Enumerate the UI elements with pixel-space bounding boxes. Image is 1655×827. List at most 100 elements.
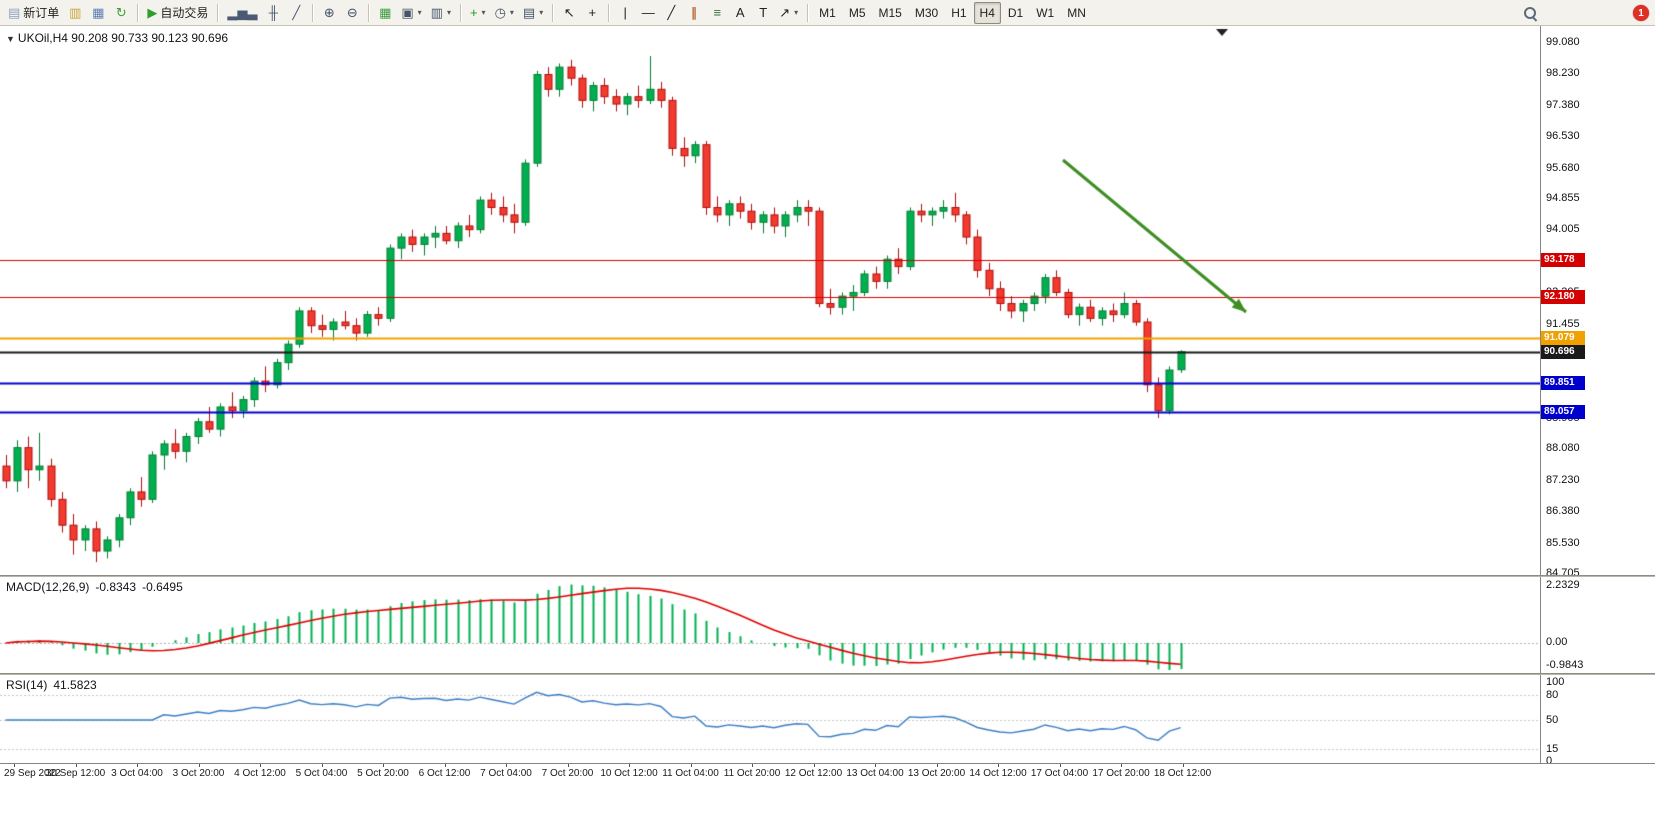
market-watch-button[interactable]: ▥ [64,2,86,24]
timeframe-d1-button[interactable]: D1 [1002,2,1029,24]
zoom-in-button[interactable]: ⊕ [318,2,340,24]
current-price-tag: 90.696 [1541,344,1585,359]
arrange-windows-button[interactable]: ▥ ▾ [427,2,455,24]
label-button[interactable]: T [752,2,774,24]
toolbar-separator [368,3,370,22]
rsi-value: 41.5823 [53,678,97,692]
time-axis-label: 11 Oct 04:00 [662,768,719,779]
timeframe-mn-button-label: MN [1067,5,1086,20]
fibonacci-button[interactable]: ≡ [706,2,728,24]
timeframe-w1-button[interactable]: W1 [1030,2,1060,24]
price-axis-label: 96.530 [1546,130,1580,143]
vertical-line-icon: | [623,5,627,20]
price-chart-canvas[interactable] [0,26,1540,575]
auto-trading-button[interactable]: ▶ 自动交易 [143,2,212,24]
macd-axis-label: 0.00 [1546,636,1568,648]
refresh-button[interactable]: ↻ [110,2,132,24]
price-axis-label: 85.530 [1546,536,1580,549]
time-axis-label: 13 Oct 04:00 [846,768,904,779]
rsi-axis-label: 0 [1546,755,1553,767]
toolbar-separator [459,3,461,22]
auto-trading-button-label: 自动交易 [160,6,209,20]
tile-grid-icon: ▦ [379,5,392,20]
cursor-icon: ↖ [563,5,575,20]
tile-windows-button[interactable]: ▦ [374,2,396,24]
dropdown-arrow-icon: ▾ [509,8,514,17]
candlestick-chart-button[interactable]: ╫ [262,2,284,24]
zoom-out-button[interactable]: ⊖ [341,2,363,24]
timeframe-m5-button[interactable]: M5 [843,2,872,24]
vertical-line-button[interactable]: | [614,2,636,24]
time-axis-tick [137,764,138,767]
panel-splitter-macd[interactable] [0,575,1655,577]
text-button[interactable]: A [729,2,751,24]
time-axis-label: 5 Oct 04:00 [295,768,348,779]
time-axis-label: 17 Oct 04:00 [1030,768,1089,779]
timeframe-m1-button[interactable]: M1 [813,2,842,24]
time-axis[interactable]: 29 Sep 2022 30 Sep 12:00 3 Oct 04:00 3 Oct … [0,763,1655,781]
time-axis-tick [198,764,200,767]
time-axis-tick [813,764,815,767]
time-axis-label: 7 Oct 04:00 [480,768,532,779]
price-axis[interactable]: 99.080 98.230 97.380 96.530 95.680 94.855 94.0… [1540,26,1655,579]
macd-canvas[interactable] [0,577,1540,673]
time-axis-label: 30 Sep 12:00 [45,768,106,779]
templates-button[interactable]: ▤ ▾ [519,2,547,24]
channel-button[interactable]: ∥ [683,2,705,24]
time-axis-label: 3 Oct 04:00 [111,768,163,779]
cascade-windows-button[interactable]: ▣ ▾ [397,2,425,24]
panel-splitter-rsi[interactable] [0,673,1655,675]
time-axis-label: 13 Oct 20:00 [907,768,966,779]
periods-button[interactable]: ◷ ▾ [491,2,518,24]
trendline-button[interactable]: ╱ [660,2,682,24]
horizontal-line-icon: — [641,5,655,20]
timeframe-mn-button[interactable]: MN [1061,2,1092,24]
macd-panel: MACD(12,26,9) -0.8343 -0.6495 2.2329 0.00 -0… [0,577,1655,673]
line-chart-button[interactable]: ╱ [285,2,307,24]
toolbar-right: 1 [1505,0,1655,26]
label-icon: T [759,5,768,20]
new-order-button[interactable]: ▤ 新订单 [4,2,63,24]
timeframe-h4-button[interactable]: H4 [973,1,1001,24]
timeframe-m30-button-label: M30 [914,5,939,20]
price-chart-panel: ▼ UKOil,H4 90.208 90.733 90.123 90.696 99… [0,26,1655,579]
crosshair-button[interactable]: + [581,2,603,24]
market-watch-icon: ▥ [69,5,82,20]
indicators-button[interactable]: + ▾ [466,2,490,24]
timeframe-m30-button[interactable]: M30 [909,2,944,24]
rsi-panel: RSI(14) 41.5823 100 80 50 15 0 [0,675,1655,767]
toolbar: ▤ 新订单 ▥ ▦ ↻ ▶ 自动交易 ▂▅▃ ╫ ╱ ⊕ ⊖ ▦ ▣ ▾ ▥ ▾ + ▾ ◷ ▾ ▤ ▾ ↖ + | — ╱ ∥ ≡ A T ↗… [0,0,1655,26]
candlestick-icon: ╫ [268,5,278,20]
time-axis-tick [1059,764,1061,767]
notification-badge[interactable]: 1 [1633,5,1649,21]
chart-title: ▼ UKOil,H4 90.208 90.733 90.123 90.696 [6,31,228,45]
time-axis-tick [567,764,569,767]
arrow-objects-button[interactable]: ↗ ▾ [775,2,802,24]
time-axis-label: 7 Oct 20:00 [541,768,594,779]
cursor-button[interactable]: ↖ [558,2,580,24]
time-axis-tick [75,764,77,767]
bar-chart-button[interactable]: ▂▅▃ [223,2,261,24]
timeframe-m15-button[interactable]: M15 [873,2,908,24]
price-axis-label: 87.230 [1546,473,1580,486]
time-axis-tick [14,764,15,767]
symbol-dropdown-icon[interactable]: ▼ [6,34,15,44]
time-axis-tick [321,764,323,767]
horizontal-line-button[interactable]: — [637,2,659,24]
level-price-tag: 93.178 [1541,253,1585,268]
plus-icon: + [469,5,478,20]
macd-axis[interactable]: 2.2329 0.00 -0.9843 [1540,577,1655,673]
time-axis-tick [875,764,876,767]
price-axis-label: 88.080 [1546,442,1580,455]
rsi-canvas[interactable] [0,675,1540,763]
timeframe-d1-button-label: D1 [1007,5,1024,20]
level-price-tag: 89.851 [1541,375,1585,390]
chart-window-button[interactable]: ▦ [87,2,109,24]
timeframe-m5-button-label: M5 [848,5,866,20]
timeframe-m1-button-label: M1 [819,5,836,20]
dropdown-arrow-icon: ▾ [417,8,422,17]
rsi-axis[interactable]: 100 80 50 15 0 [1540,675,1655,767]
search-icon[interactable] [1523,6,1538,21]
crosshair-icon: + [588,5,597,20]
timeframe-h1-button[interactable]: H1 [945,2,972,24]
